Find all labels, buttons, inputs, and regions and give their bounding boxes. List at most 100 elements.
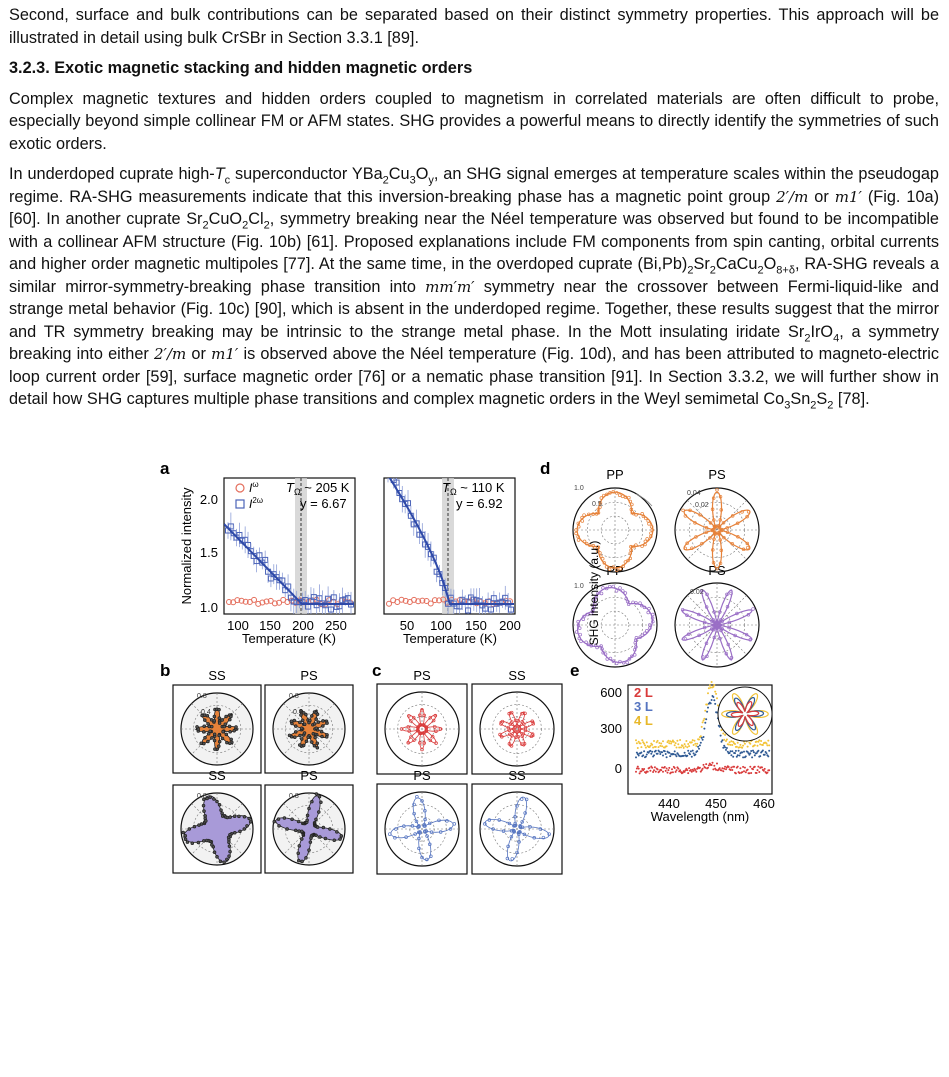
polar-data-point	[199, 822, 204, 826]
angle-arc	[635, 493, 653, 507]
spectrum-point	[741, 746, 744, 749]
spectrum-point	[753, 744, 756, 747]
polar-data-point	[192, 824, 197, 829]
spectrum-point	[690, 770, 693, 773]
polar-data-point	[428, 842, 432, 847]
spectrum-point	[734, 749, 737, 752]
polar-data-point	[213, 747, 217, 751]
polar-data-point	[215, 855, 219, 859]
data-point-omega	[431, 597, 438, 604]
spectrum-point	[674, 742, 677, 745]
polar-data-point	[621, 564, 625, 568]
inset-curve	[725, 697, 765, 731]
polar-data-point	[596, 510, 601, 515]
polar-data-point	[300, 737, 304, 741]
polar-data-point	[628, 556, 633, 561]
polar-data-point	[181, 830, 185, 835]
spectrum-point	[653, 766, 656, 769]
polar-data-point	[324, 735, 329, 739]
polar-data-point	[314, 817, 318, 822]
polar-data-point	[520, 820, 524, 824]
polar-data-point	[310, 799, 314, 804]
polar-data-point	[321, 825, 326, 830]
spectrum-point	[752, 751, 755, 754]
spectrum-point	[701, 721, 704, 724]
polar-data-point	[217, 744, 221, 748]
polar-data-point	[532, 836, 536, 840]
paragraph-2: In underdoped cuprate high-Tc supercondu…	[9, 165, 939, 412]
panel-c-title: PS	[413, 768, 431, 783]
polar-data-point	[730, 542, 735, 546]
polar-data-point	[414, 819, 419, 824]
polar-data-point	[406, 741, 410, 745]
spectrum-point	[713, 699, 716, 702]
polar-data-point	[423, 817, 427, 822]
polar-data-point	[725, 526, 729, 530]
data-point-omega	[259, 599, 266, 606]
data-point-2omega	[393, 479, 400, 486]
spectrum-point	[659, 753, 662, 755]
panel-c: c PS SS PS SS	[372, 661, 563, 875]
legend-2L: 2 L	[634, 685, 653, 700]
spectrum-point	[767, 755, 770, 758]
spectrum-point	[712, 696, 715, 698]
spectrum-point	[672, 740, 675, 743]
polar-data-point	[228, 815, 232, 819]
polar-data-point	[206, 739, 210, 744]
spectrum-point	[684, 769, 687, 772]
spectrum-point	[678, 746, 681, 749]
spectrum-point	[758, 771, 761, 773]
polar-data-point	[686, 632, 691, 636]
fit-curve	[388, 478, 514, 605]
spectrum-point	[743, 766, 746, 769]
spectrum-point	[756, 769, 759, 772]
polar-data-point	[332, 838, 337, 842]
polar-data-point	[710, 507, 715, 512]
spectrum-point	[658, 742, 661, 744]
polar-data-point	[507, 742, 512, 746]
polar-data-point	[321, 724, 325, 728]
polar-data-point	[212, 850, 217, 855]
spectrum-point	[709, 686, 712, 689]
polar-data-point	[643, 542, 647, 547]
polar-data-point	[624, 597, 628, 601]
spectrum-point	[674, 770, 677, 773]
polar-data-point	[300, 837, 304, 841]
panel-a-ylabel: Normalized intensity	[179, 487, 194, 605]
spectrum-point	[674, 753, 677, 756]
spectrum-point	[762, 769, 765, 772]
spectrum-point	[692, 752, 695, 755]
spectrum-point	[766, 744, 769, 747]
spectrum-point	[640, 770, 643, 773]
polar-data-point	[430, 735, 435, 739]
polar-data-point	[746, 613, 751, 617]
spectrum-point	[666, 771, 669, 774]
spectrum-point	[765, 742, 768, 745]
xtick: 450	[705, 796, 727, 811]
polar-data-point	[312, 722, 317, 726]
xtick: 250	[325, 618, 347, 633]
spectrum-point	[694, 753, 697, 756]
spectrum-point	[729, 743, 732, 746]
polar-data-point	[724, 651, 729, 656]
polar-data-point	[700, 541, 704, 546]
spectrum-point	[725, 747, 728, 749]
polar-data-point	[245, 824, 249, 828]
polar-data-point	[599, 644, 603, 648]
polar-data-point	[643, 539, 648, 544]
polar-data-point	[417, 830, 421, 834]
polar-data-point	[593, 602, 597, 607]
polar-data-point	[602, 493, 606, 498]
spectrum-point	[727, 743, 730, 746]
polar-data-point	[228, 849, 232, 854]
polar-data-point	[425, 834, 429, 838]
polar-data-point	[212, 714, 217, 719]
polar-data-point	[690, 546, 694, 551]
spectrum-point	[753, 754, 756, 757]
polar-data-point	[506, 725, 510, 730]
spectrum-point	[713, 684, 716, 686]
xtick: 100	[430, 618, 452, 633]
xtick: 200	[292, 618, 314, 633]
spectrum-point	[725, 748, 727, 751]
polar-frame	[471, 783, 563, 875]
